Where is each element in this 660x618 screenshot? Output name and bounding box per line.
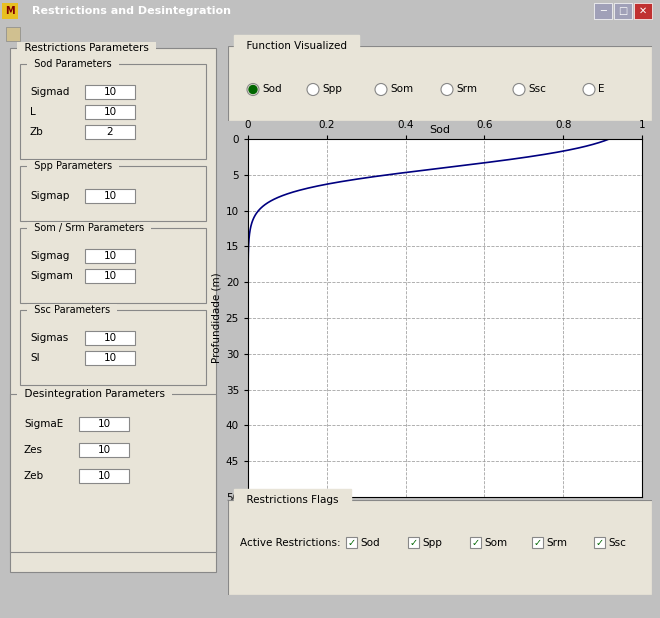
Text: Som: Som	[390, 85, 413, 95]
Bar	[408, 537, 419, 548]
Text: Ssc: Ssc	[528, 85, 546, 95]
Text: Restrictions and Desintegration: Restrictions and Desintegration	[32, 6, 231, 16]
Bar	[20, 64, 206, 159]
Bar	[594, 3, 612, 19]
Bar	[6, 27, 20, 41]
Text: 10: 10	[98, 471, 111, 481]
Text: Sl: Sl	[30, 353, 40, 363]
Bar	[20, 310, 206, 385]
Circle shape	[249, 85, 257, 93]
Text: Function Visualized: Function Visualized	[240, 41, 354, 51]
Bar	[85, 189, 135, 203]
Text: Desintegration Parameters: Desintegration Parameters	[18, 389, 172, 399]
Bar	[85, 249, 135, 263]
Text: 10: 10	[104, 87, 117, 97]
Circle shape	[584, 85, 594, 95]
Bar	[79, 469, 129, 483]
Text: ─: ─	[600, 6, 606, 16]
Text: E: E	[598, 85, 605, 95]
Text: SigmaE: SigmaE	[24, 419, 63, 429]
Circle shape	[514, 85, 524, 95]
Bar	[346, 537, 357, 548]
Bar	[2, 3, 18, 19]
Bar	[85, 331, 135, 345]
Text: M: M	[5, 6, 15, 16]
Text: Sod: Sod	[430, 125, 451, 135]
Bar	[532, 537, 543, 548]
Bar	[20, 228, 206, 303]
Bar	[614, 3, 632, 19]
Bar	[85, 351, 135, 365]
Circle shape	[376, 85, 386, 95]
Text: L: L	[30, 107, 36, 117]
Text: Zb: Zb	[30, 127, 44, 137]
Text: Sigmag: Sigmag	[30, 251, 69, 261]
Text: ✓: ✓	[409, 538, 418, 548]
Text: Som: Som	[484, 538, 507, 548]
Text: Restrictions Parameters: Restrictions Parameters	[18, 43, 155, 53]
Text: Sod: Sod	[262, 85, 282, 95]
Text: ✓: ✓	[533, 538, 542, 548]
Text: Spp Parameters: Spp Parameters	[28, 161, 118, 171]
Bar	[79, 443, 129, 457]
Text: Sigmad: Sigmad	[30, 87, 69, 97]
Text: 10: 10	[104, 353, 117, 363]
Text: ✓: ✓	[347, 538, 356, 548]
Bar	[85, 85, 135, 99]
Text: ✕: ✕	[639, 6, 647, 16]
Bar	[85, 105, 135, 119]
Text: Sigmap: Sigmap	[30, 191, 69, 201]
Bar	[85, 125, 135, 139]
Text: Som / Srm Parameters: Som / Srm Parameters	[28, 223, 150, 233]
Text: Active Restrictions:: Active Restrictions:	[240, 538, 341, 548]
Text: 10: 10	[104, 333, 117, 343]
Text: ✓: ✓	[471, 538, 480, 548]
Text: Sod: Sod	[360, 538, 380, 548]
Bar	[20, 166, 206, 221]
Text: Srm: Srm	[456, 85, 477, 95]
Bar	[10, 394, 216, 552]
Bar	[594, 537, 605, 548]
Bar	[470, 537, 481, 548]
Text: 10: 10	[98, 445, 111, 455]
Text: 10: 10	[104, 271, 117, 281]
Text: Ssc: Ssc	[608, 538, 626, 548]
Text: Sigmas: Sigmas	[30, 333, 68, 343]
Text: Spp: Spp	[422, 538, 442, 548]
Text: 10: 10	[104, 107, 117, 117]
Text: Zes: Zes	[24, 445, 43, 455]
Text: Restrictions Flags: Restrictions Flags	[240, 495, 345, 505]
Bar	[85, 269, 135, 283]
Bar	[79, 417, 129, 431]
Y-axis label: Profundidade (m): Profundidade (m)	[212, 273, 222, 363]
Circle shape	[308, 85, 318, 95]
Text: ✓: ✓	[595, 538, 603, 548]
Text: 10: 10	[104, 191, 117, 201]
Circle shape	[442, 85, 452, 95]
Text: 2: 2	[107, 127, 114, 137]
Text: 10: 10	[104, 251, 117, 261]
Text: Sod Parameters: Sod Parameters	[28, 59, 118, 69]
Text: Spp: Spp	[322, 85, 342, 95]
Text: 10: 10	[98, 419, 111, 429]
Text: Zeb: Zeb	[24, 471, 44, 481]
Bar	[634, 3, 652, 19]
Text: Sigmam: Sigmam	[30, 271, 73, 281]
Text: Ssc Parameters: Ssc Parameters	[28, 305, 116, 315]
Text: Srm: Srm	[546, 538, 567, 548]
Text: □: □	[618, 6, 628, 16]
